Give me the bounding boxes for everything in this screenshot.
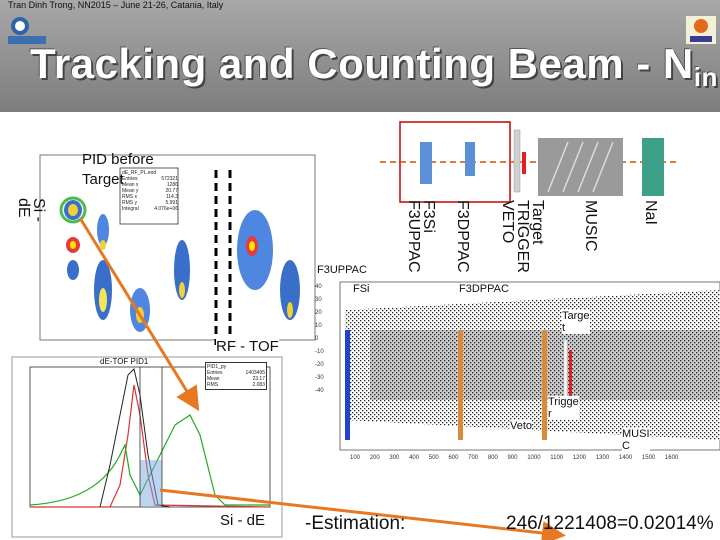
tracking-y-tick: 20: [315, 310, 322, 316]
pid-stat-value: 5.991: [165, 200, 178, 206]
tracking-y-tick: 0: [315, 336, 319, 342]
conference-line: Tran Dinh Trong, NN2015 – June 21-26, Ca…: [8, 0, 224, 10]
setup-label-music: MUSIC: [582, 200, 599, 252]
pid-stat-row: RMS y 5.991: [122, 200, 178, 206]
pid-stats-title: dE_RF_PL.eod: [122, 170, 157, 176]
tracking-x-tick: 800: [487, 455, 498, 461]
hist-stat-key: RMS: [207, 382, 219, 388]
slide-title: Tracking and Counting Beam - Nin: [30, 40, 718, 92]
tracking-x-tick: 600: [448, 455, 459, 461]
tracking-y-tick: 10: [315, 323, 322, 329]
tracking-label-target: Targe t: [562, 310, 590, 334]
setup-label-nai: NaI: [642, 200, 659, 225]
tracking-label-f3uppac: F3UPPAC: [317, 264, 367, 276]
setup-label-target-trigger-veto: Target TRIGGER VETO: [499, 200, 546, 273]
hist-stat-key: Mean: [207, 376, 220, 382]
pid-stat-key: Mean y: [122, 188, 139, 194]
tracking-label-f3dppac: F3DPPAC: [459, 283, 509, 295]
pid-axis-label: Si - dE: [15, 198, 47, 222]
tracking-x-tick: 400: [409, 455, 420, 461]
pid-stat-row: Mean x 1286: [122, 182, 178, 188]
hist-stat-value: 1403495: [245, 370, 265, 376]
pid-stat-value: 4.076e+06: [154, 206, 178, 212]
pid-stat-key: Entries: [122, 176, 138, 182]
pid-stat-row: Integral 4.076e+06: [122, 206, 178, 212]
tracking-x-tick: 1200: [572, 455, 587, 461]
tracking-x-tick: 1100: [550, 455, 564, 461]
header-band: [0, 0, 720, 112]
tracking-x-tick: 1600: [664, 455, 679, 461]
tracking-x-tick: 200: [369, 455, 380, 461]
tracking-x-tick: 1500: [641, 455, 656, 461]
hist-stat-value: 2.083: [252, 382, 265, 388]
tracking-label-veto: Veto: [510, 420, 533, 432]
tracking-x-tick: 1300: [595, 455, 610, 461]
tracking-y-tick: 30: [315, 297, 322, 303]
tracking-y-tick: -10: [315, 349, 324, 355]
tracking-label-music: MUSI C: [622, 428, 650, 452]
rf-tof-label: RF - TOF: [216, 338, 279, 355]
tracking-plot: [339, 281, 720, 451]
tracking-label-trigger: Trigge r: [548, 396, 579, 420]
tracking-label-fsi: FSi: [353, 283, 370, 295]
pid-caption: PID before Target: [82, 151, 154, 188]
pid-stat-value: 1286: [166, 182, 178, 188]
pid-stat-row: Mean y 20.77: [122, 188, 178, 194]
pid-stat-value: 114.3: [165, 194, 178, 200]
pid-stat-key: RMS x: [122, 194, 137, 200]
tracking-x-tick: 700: [468, 455, 479, 461]
pid-stat-value: 20.77: [165, 188, 178, 194]
institute-logo: [8, 17, 46, 44]
tracking-y-tick: -20: [315, 362, 324, 368]
histogram-stats-title: PID1_py: [207, 364, 227, 370]
tracking-x-tick: 500: [428, 455, 439, 461]
pid-stat-value: 572321: [161, 176, 178, 182]
pid-stat-row: Entries 572321: [122, 176, 178, 182]
estimation-label: -Estimation:: [305, 513, 406, 534]
setup-label-f3dppac: F3DPPAC: [454, 200, 471, 273]
pid-stat-row: RMS x 114.3: [122, 194, 178, 200]
tracking-x-tick: 900: [507, 455, 518, 461]
tracking-y-tick: 40: [315, 284, 322, 290]
pid-stat-key: Mean x: [122, 182, 139, 188]
setup-diagram: [380, 121, 680, 203]
setup-label-f3si-f3uppac: F3Si F3UPPAC: [405, 200, 437, 273]
hist-stat-row: RMS 2.083: [207, 382, 265, 388]
hist-stat-value: 23.17: [252, 376, 265, 382]
tracking-x-ticks: 100 200 300 400 500 600 700 800 900 1000…: [350, 452, 688, 464]
histogram-stats-box: PID1_py Entries 1403495 Mean 23.17 RMS 2.083: [205, 362, 267, 390]
conference-logo: [686, 16, 716, 44]
tracking-x-tick: 1000: [527, 455, 541, 461]
pid-stats-box: dE_RF_PL.eod Entries 572321 Mean x 1286 Mean…: [122, 170, 178, 212]
tracking-y-ticks: 40 30 20 10 0 -10 -20 -30 -40: [315, 281, 324, 398]
histogram-x-label: Si - dE: [220, 512, 266, 529]
histogram-title: dE-TOF PID1: [100, 357, 149, 366]
tracking-x-tick: 300: [389, 455, 400, 461]
tracking-y-tick: -30: [315, 375, 324, 381]
estimation-value: 246/1221408=0.02014%: [506, 513, 714, 534]
tracking-y-tick: -40: [315, 388, 324, 394]
tracking-x-tick: 100: [350, 455, 361, 461]
pid-stat-key: Integral: [122, 206, 139, 212]
hist-stat-row: Mean 23.17: [207, 376, 265, 382]
pid-stat-key: RMS y: [122, 200, 137, 206]
tracking-x-tick: 1400: [618, 455, 633, 461]
hist-stat-row: Entries 1403495: [207, 370, 265, 376]
hist-stat-key: Entries: [207, 370, 223, 376]
